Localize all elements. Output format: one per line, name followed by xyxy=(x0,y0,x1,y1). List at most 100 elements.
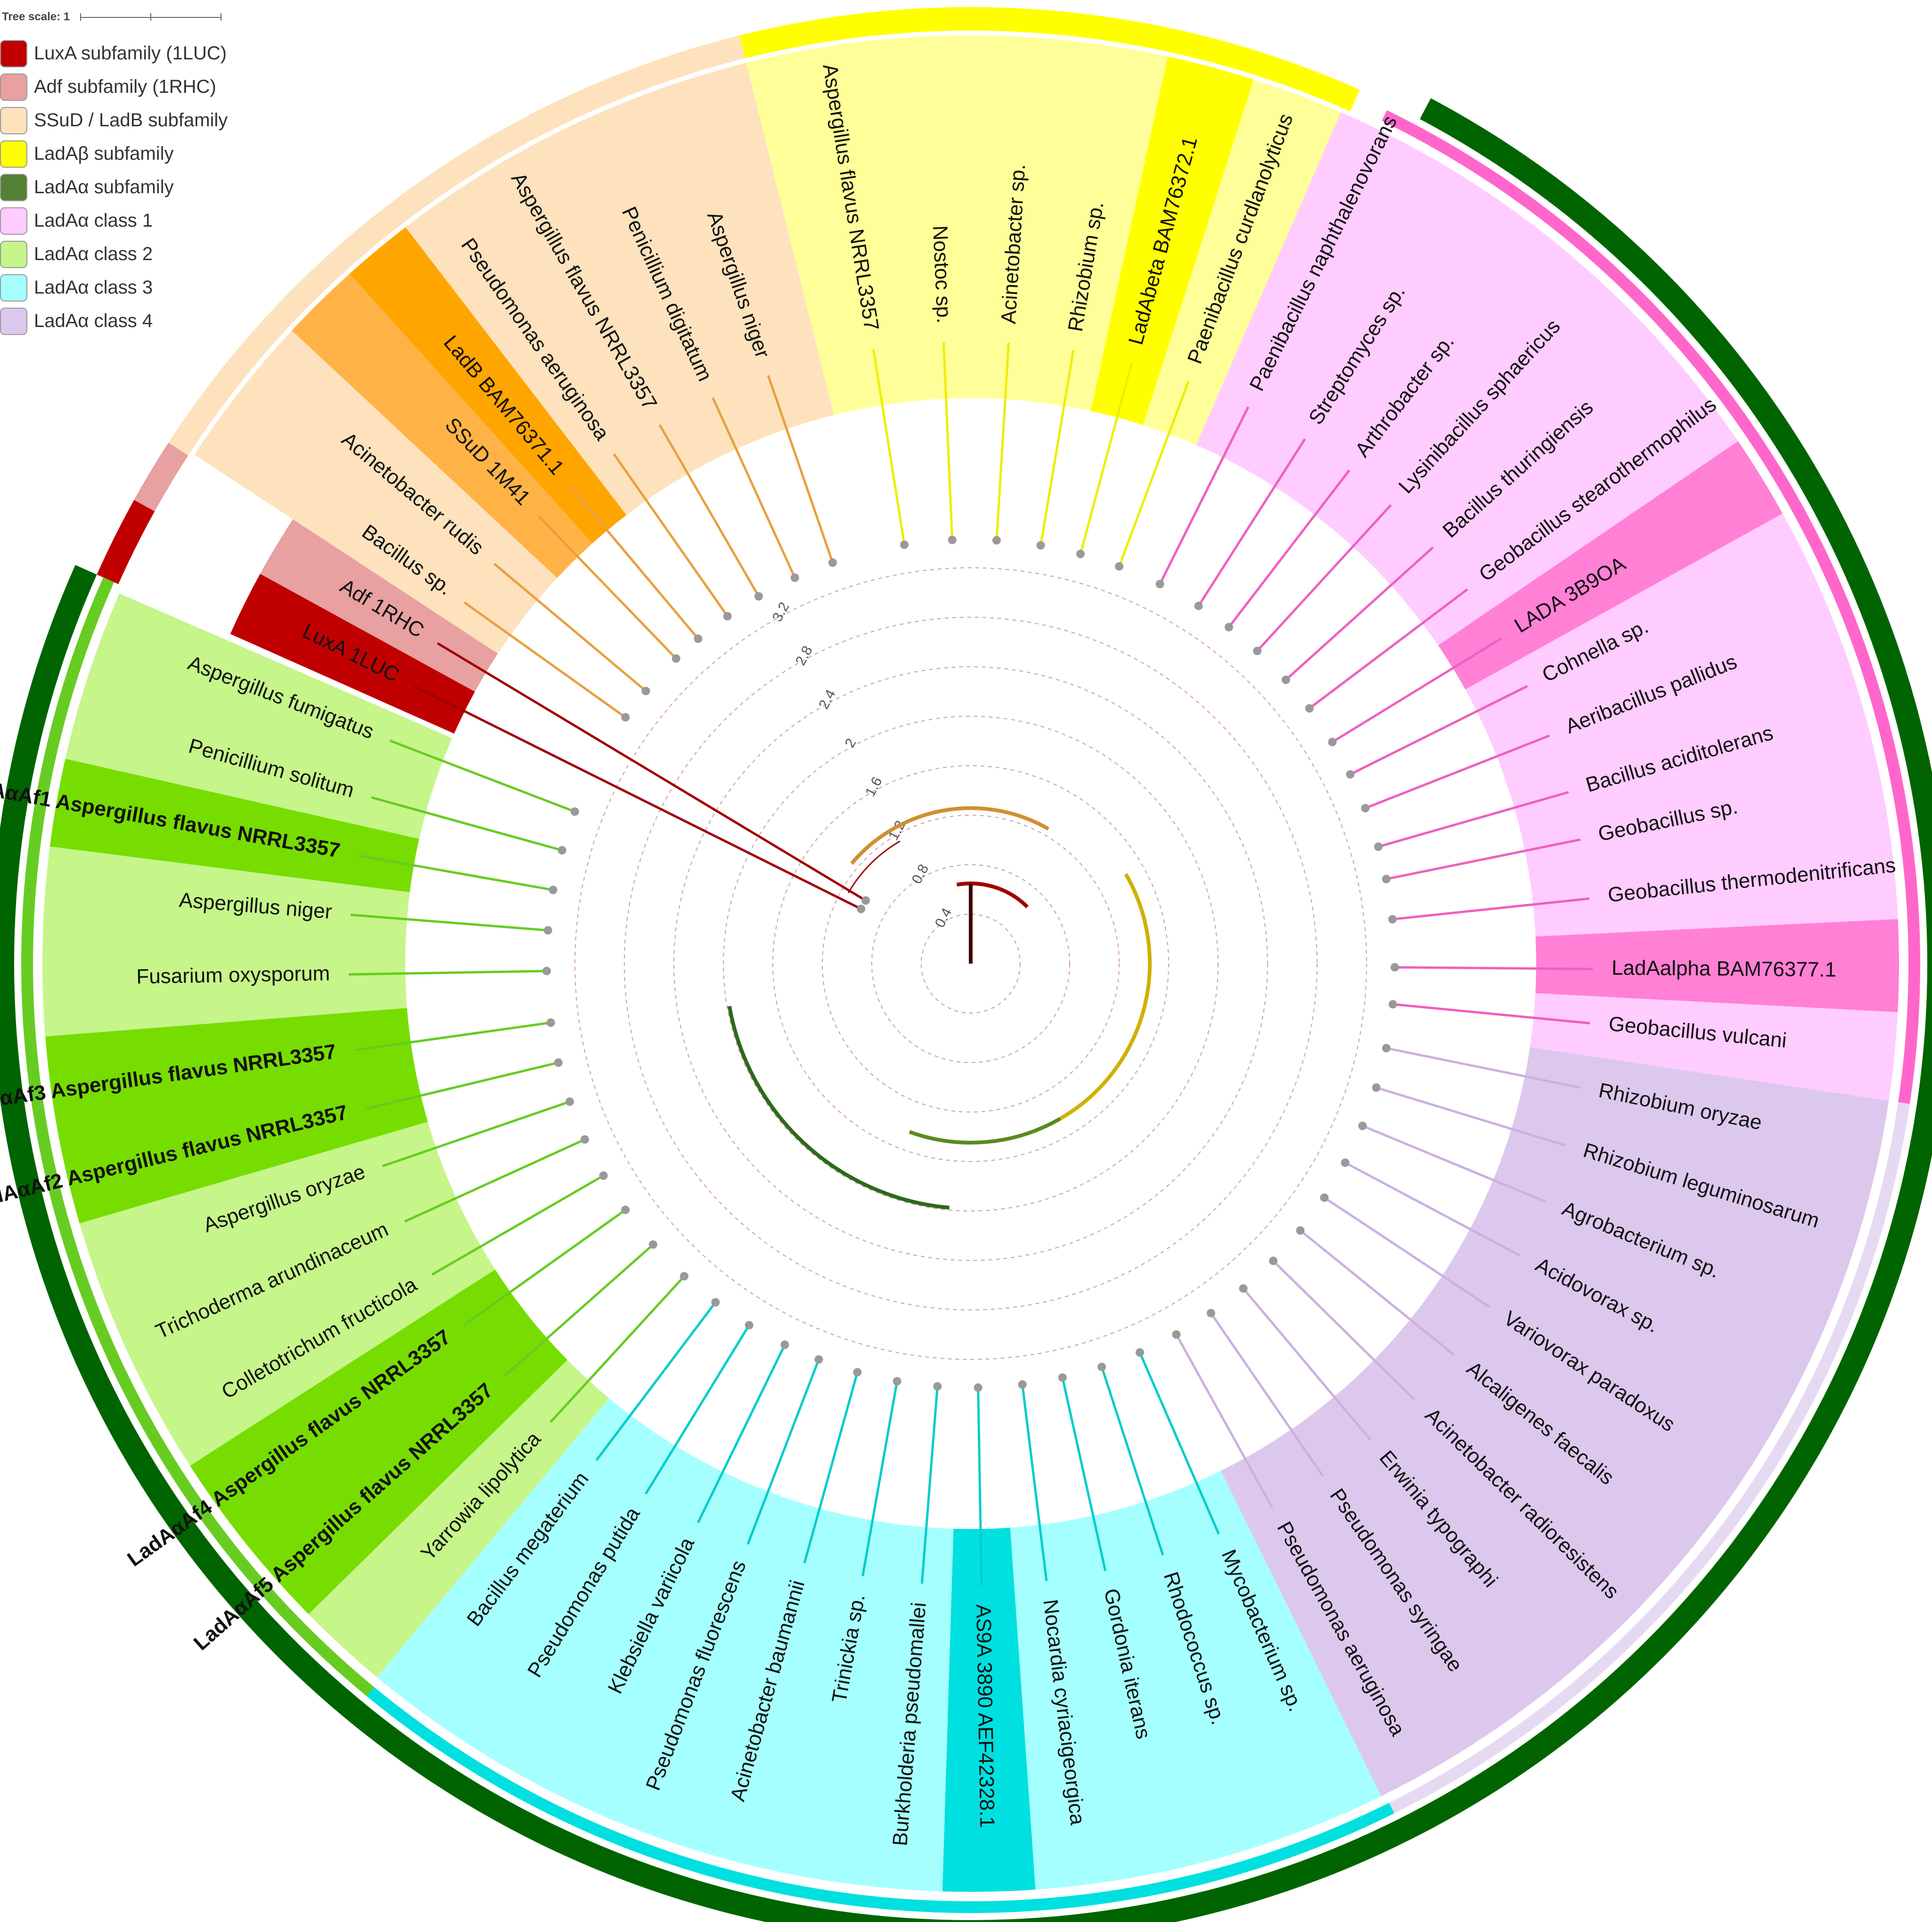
clade-sector xyxy=(1392,1298,1719,1582)
clade-sector xyxy=(942,1528,1036,1892)
tree-scale: Tree scale: 1 xyxy=(2,10,222,24)
clade-sector xyxy=(627,63,834,439)
branch-line xyxy=(358,854,554,891)
legend-item: LadAα subfamily xyxy=(0,171,228,204)
clade-sector xyxy=(1407,373,1738,646)
clade-sector xyxy=(108,1173,468,1389)
branch-line xyxy=(431,1174,604,1276)
clade-sector xyxy=(190,1269,528,1542)
node-dot xyxy=(828,558,837,567)
node-dot xyxy=(1076,549,1085,558)
branch-line xyxy=(920,1386,939,1584)
branch-line xyxy=(570,486,699,640)
branch-arc xyxy=(727,1006,950,1210)
branch-line xyxy=(1242,1287,1372,1441)
node-dot xyxy=(1115,562,1124,571)
node-dot xyxy=(557,846,566,855)
tree-branches xyxy=(349,342,1593,1586)
node-dot xyxy=(621,1205,630,1214)
node-dot xyxy=(745,1321,753,1330)
legend-swatch xyxy=(0,106,27,134)
clade-sector xyxy=(448,1431,699,1778)
node-dot xyxy=(1239,1284,1248,1293)
node-dot xyxy=(1320,1193,1329,1202)
branch-line xyxy=(413,685,862,910)
clade-sector xyxy=(1313,1379,1601,1703)
node-dot xyxy=(1058,1373,1067,1382)
clade-sector xyxy=(472,138,712,487)
node-dot xyxy=(546,1018,555,1027)
branch-line xyxy=(382,1100,570,1168)
node-dot xyxy=(1346,770,1355,779)
clade-sector xyxy=(260,519,498,692)
branch-line xyxy=(1392,1003,1590,1025)
clade-sector xyxy=(1119,1492,1300,1859)
node-dot xyxy=(671,654,680,663)
scale-circle xyxy=(822,815,1120,1112)
clade-sector xyxy=(1426,1252,1769,1513)
subfamily-ring xyxy=(134,442,188,512)
legend-swatch xyxy=(0,73,27,101)
node-dot xyxy=(1341,1158,1350,1167)
node-dot xyxy=(581,1135,589,1144)
clade-sector xyxy=(1506,665,1873,829)
leaf-label: AS9A 3890 AEF42328.1 xyxy=(972,1604,999,1828)
legend-item: SSuD / LadB subfamily xyxy=(0,104,228,137)
clade-sector xyxy=(975,35,1076,402)
clade-sector xyxy=(58,1069,428,1224)
clade-sector xyxy=(1295,203,1568,531)
branch-line xyxy=(1118,380,1190,567)
scale-tick-label: 0.4 xyxy=(932,906,955,930)
clade-sector xyxy=(42,935,407,1037)
node-dot xyxy=(1097,1362,1106,1371)
branch-line xyxy=(1365,734,1550,810)
branch-line xyxy=(1285,546,1434,681)
scale-circle xyxy=(624,617,1318,1310)
tree-scale-bar xyxy=(80,13,222,21)
clade-sector xyxy=(237,330,557,618)
branch-line xyxy=(1392,897,1590,921)
clade-sector xyxy=(244,1316,568,1614)
node-dot xyxy=(1281,675,1290,684)
node-dot xyxy=(565,1097,574,1106)
node-dot xyxy=(548,885,557,894)
subfamily-rings xyxy=(0,7,1932,1922)
legend-label: LadAα class 1 xyxy=(34,210,153,231)
branch-line xyxy=(404,1138,586,1223)
scale-tick-label: 3.2 xyxy=(770,600,793,624)
node-dot xyxy=(948,535,957,544)
legend-swatch xyxy=(0,40,27,67)
node-dot xyxy=(543,926,552,935)
legend-swatch xyxy=(0,140,27,168)
legend-item: LadAα class 1 xyxy=(0,204,228,237)
clade-sector xyxy=(1249,155,1503,501)
branch-line xyxy=(389,739,575,813)
node-dot xyxy=(1382,1044,1391,1053)
leaf-label: Fusarium oxysporum xyxy=(136,962,330,988)
scale-circle xyxy=(921,914,1021,1014)
clade-sector xyxy=(853,1524,954,1892)
branch-line xyxy=(1159,406,1250,585)
node-dot xyxy=(1361,804,1370,813)
legend-label: LadAα subfamily xyxy=(34,177,174,197)
node-dot xyxy=(1253,646,1262,655)
legend-label: LadAβ subfamily xyxy=(34,143,174,164)
branch-line xyxy=(746,1359,820,1545)
clade-sector xyxy=(308,1360,609,1677)
branch-line xyxy=(872,349,906,545)
branch-line xyxy=(349,970,547,976)
branch-line xyxy=(1272,1260,1416,1400)
legend-label: Adf subfamily (1RHC) xyxy=(34,76,216,97)
branch-line xyxy=(658,424,760,597)
scale-circle xyxy=(772,765,1169,1162)
clade-sector xyxy=(292,274,593,578)
legend-label: LadAα class 4 xyxy=(34,311,153,331)
node-dot xyxy=(723,612,732,621)
node-dot xyxy=(992,536,1001,545)
node-dot xyxy=(1358,1121,1367,1130)
clade-sector xyxy=(1457,1204,1810,1439)
legend-item: Adf subfamily (1RHC) xyxy=(0,70,228,104)
clade-sector xyxy=(1171,1471,1382,1832)
branch-line xyxy=(767,375,834,563)
clade-sector xyxy=(877,35,979,401)
